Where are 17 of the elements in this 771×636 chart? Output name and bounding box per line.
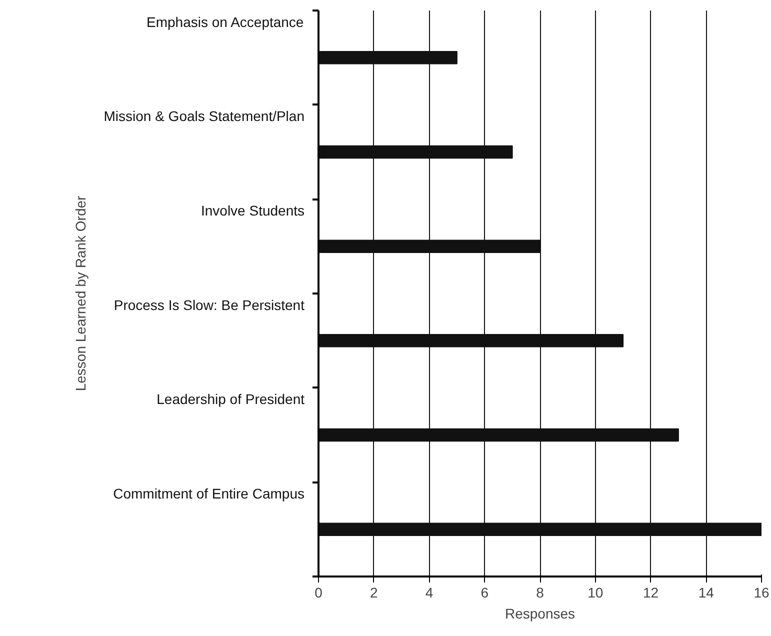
x-tick-label: 10 (588, 584, 604, 600)
x-tick-label: 0 (314, 584, 323, 600)
x-tick-label: 14 (698, 584, 714, 600)
y-tick-label: Mission & Goals Statement/Plan (104, 108, 305, 124)
y-tick-label: Process Is Slow: Be Persistent (114, 296, 305, 313)
x-tick-label: 8 (536, 584, 544, 600)
x-tick-label: 12 (642, 584, 659, 600)
y-tick-label: Commitment of Entire Campus (113, 485, 305, 502)
y-axis-title: Lesson Learned by Rank Order (72, 195, 89, 392)
y-tick-label: Involve Students (200, 202, 305, 218)
x-tick-label: 6 (480, 584, 489, 600)
y-tick-label: Emphasis on Acceptance (146, 14, 304, 30)
x-axis-title: Responses (504, 606, 576, 622)
x-tick-label: 4 (425, 584, 434, 600)
x-tick-label: 2 (370, 584, 378, 600)
x-tick-label: 16 (754, 584, 770, 600)
y-tick-label: Leadership of President (156, 391, 305, 408)
